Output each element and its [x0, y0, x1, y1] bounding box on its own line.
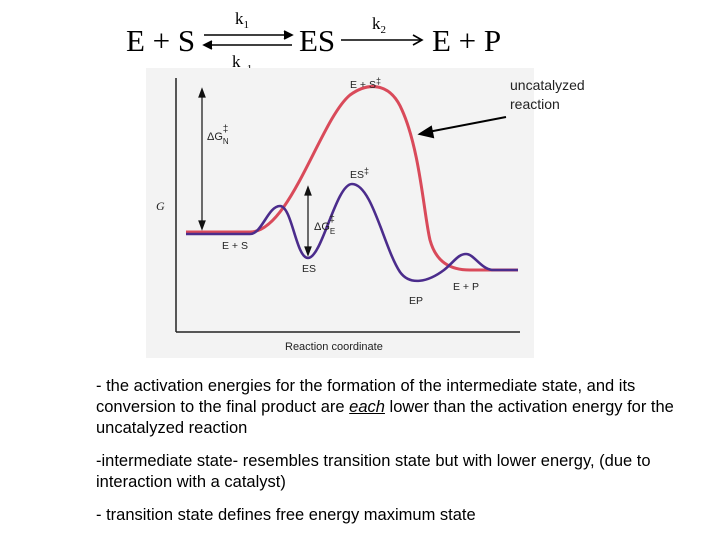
- delta-g-n-arrow: [198, 87, 206, 231]
- uncatalyzed-transition-state-label: E + S‡: [350, 76, 381, 91]
- reactants-label: E + S: [222, 240, 248, 252]
- equation-complex: ES: [299, 23, 335, 58]
- uncatalyzed-curve: [186, 85, 518, 272]
- free-energy-diagram: G Reaction coordinate ΔGN‡ ΔGE‡ E + S‡ E…: [146, 68, 585, 358]
- rate-constant-k2: k2: [372, 14, 386, 36]
- x-axis-label: Reaction coordinate: [285, 341, 383, 353]
- delta-g-e-label: ΔGE‡: [314, 214, 335, 236]
- forward-arrow: [341, 34, 424, 46]
- catalyzed-curve: [186, 182, 518, 283]
- bullet-transition-state: - transition state defines free energy m…: [96, 506, 476, 524]
- equation-reactants: E + S: [126, 23, 195, 58]
- equation-products: E + P: [432, 23, 501, 58]
- annotation-line-1: uncatalyzed: [510, 77, 585, 93]
- emphasis-each: each: [349, 398, 385, 416]
- diagram-panel: [146, 68, 534, 358]
- y-axis-label: G: [156, 199, 165, 213]
- delta-g-n-label: ΔGN‡: [207, 124, 229, 146]
- annotation-line-2: reaction: [510, 96, 560, 112]
- intermediate-label: ES: [302, 263, 316, 275]
- bullet-activation-energies: - the activation energies for the format…: [96, 377, 674, 437]
- catalyzed-transition-state-label: ES‡: [350, 166, 369, 181]
- enzyme-product-label: EP: [409, 295, 423, 307]
- products-label: E + P: [453, 281, 479, 293]
- reversible-arrow: [202, 30, 294, 50]
- rate-constant-k1: k1: [235, 9, 249, 31]
- annotation-arrow: [417, 116, 507, 139]
- delta-g-e-arrow: [304, 185, 312, 257]
- bullet-intermediate-state: -intermediate state- resembles transitio…: [96, 452, 651, 491]
